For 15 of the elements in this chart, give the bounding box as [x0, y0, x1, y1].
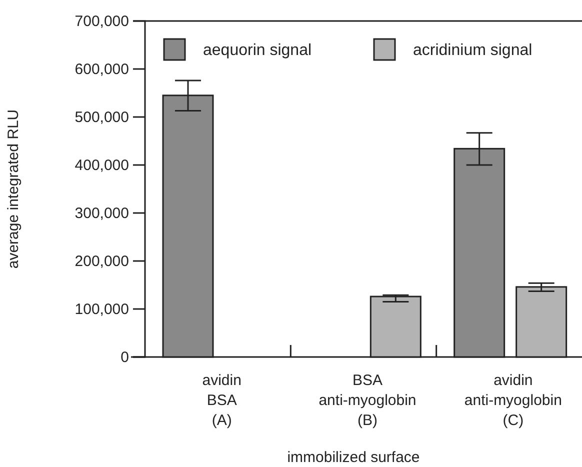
- y-tick-label: 700,000: [74, 12, 129, 30]
- x-tick-label: BSA anti-myoglobin (B): [318, 372, 416, 429]
- x-axis-title: immobilized surface: [287, 449, 420, 466]
- y-tick-label: 600,000: [74, 60, 129, 78]
- legend-label: acridinium signal: [413, 42, 532, 59]
- y-axis-title: average integrated RLU: [5, 109, 22, 269]
- x-tick-label: avidin BSA (A): [202, 372, 242, 429]
- y-tick-label: 0: [120, 348, 129, 366]
- x-tick-label: avidin anti-myoglobin (C): [464, 372, 562, 429]
- legend-label: aequorin signal: [203, 42, 312, 59]
- y-tick-label: 500,000: [74, 108, 129, 126]
- y-tick-label: 400,000: [74, 156, 129, 174]
- y-tick-label: 300,000: [74, 204, 129, 222]
- y-tick-label: 100,000: [74, 300, 129, 318]
- y-tick-label: 200,000: [74, 252, 129, 270]
